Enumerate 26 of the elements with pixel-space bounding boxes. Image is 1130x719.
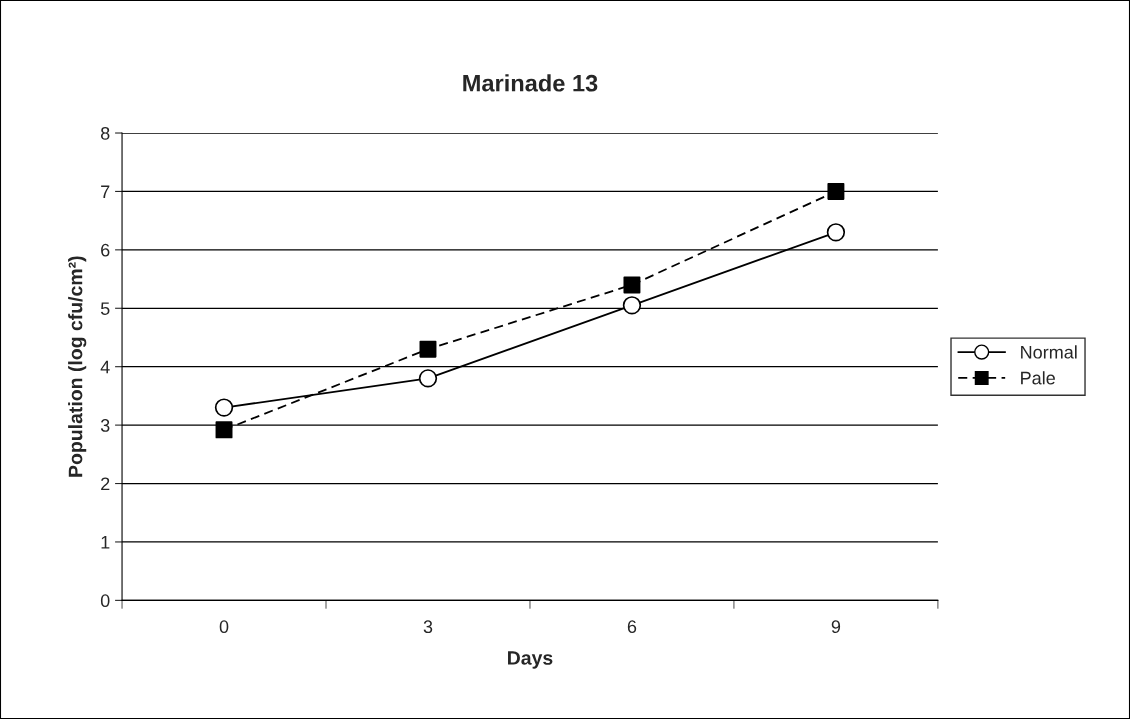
- y-tick-label: 1: [101, 536, 110, 549]
- x-tick-label: 9: [831, 620, 841, 634]
- y-tick-label: 3: [100, 419, 110, 432]
- point: [418, 369, 438, 388]
- y-axis-title: Population (log cfu/cm²): [68, 256, 87, 477]
- legend-label: Normal: [1021, 345, 1077, 359]
- point: [827, 182, 845, 200]
- point: [623, 276, 641, 294]
- y-tick-label: 4: [100, 360, 110, 374]
- y-tick-label: 8: [100, 126, 110, 140]
- x-axis-title: Days: [508, 651, 553, 669]
- point: [214, 398, 234, 417]
- y-tick-label: 5: [100, 302, 110, 315]
- point: [622, 296, 642, 315]
- x-tick-label: 6: [627, 620, 637, 634]
- y-tick-label: 0: [100, 594, 110, 608]
- y-tick-label: 7: [101, 185, 110, 198]
- y-tick-label: 6: [101, 243, 110, 257]
- point: [419, 340, 437, 358]
- legend-label: Pale: [1021, 371, 1055, 385]
- x-tick-label: 0: [219, 620, 229, 634]
- y-tick-label: 2: [101, 477, 110, 491]
- chart-title: Marinade 13: [463, 74, 598, 92]
- x-tick-label: 3: [423, 620, 433, 634]
- point: [826, 223, 846, 242]
- point: [215, 421, 233, 439]
